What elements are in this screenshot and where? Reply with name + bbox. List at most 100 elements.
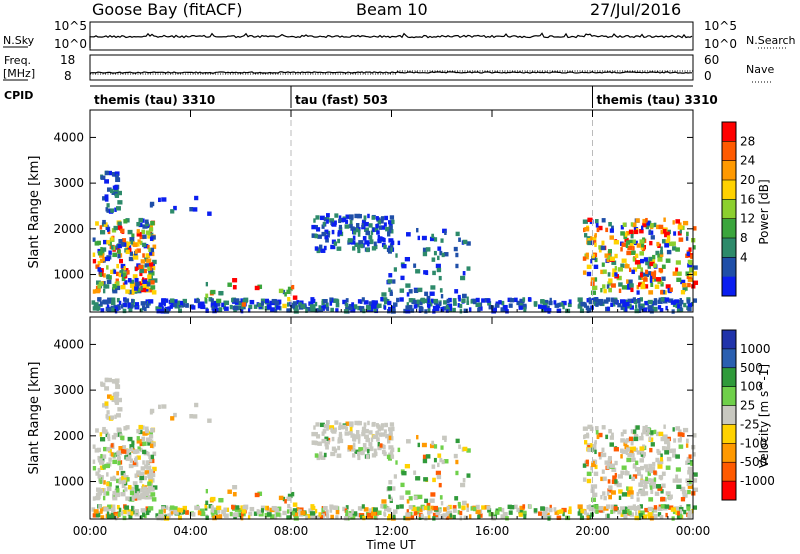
velocity-echo-cell (232, 492, 237, 497)
velocity-echo-cell (603, 506, 609, 511)
velocity-echo-cell (145, 428, 149, 434)
power-echo-cell (232, 278, 238, 283)
power-echo-cell (420, 306, 424, 312)
velocity-echo-cell (95, 512, 101, 518)
power-echo-cell (120, 284, 126, 290)
power-echo-cell (582, 270, 587, 275)
power-echo-cell (182, 298, 188, 304)
power-echo-cell (132, 274, 138, 279)
power-ylabel: Slant Range [km] (27, 156, 42, 269)
velocity-echo-cell (616, 482, 622, 488)
velocity-echo-cell (642, 429, 647, 435)
power-echo-cell (351, 302, 355, 307)
power-echo-cell (661, 289, 666, 295)
velocity-echo-cell (218, 514, 223, 519)
velocity-echo-cell (392, 486, 396, 491)
velocity-echo-cell (421, 442, 427, 448)
velocity-echo-cell (686, 438, 689, 444)
velocity-echo-cell (612, 475, 617, 480)
velocity-echo-cell (413, 511, 418, 516)
velocity-echo-cell (298, 509, 302, 514)
velocity-echo-cell (641, 450, 645, 455)
velocity-echo-cell (329, 504, 334, 509)
velocity-echo-cell (141, 512, 146, 517)
power-echo-cell (627, 298, 633, 304)
velocity-echo-cell (672, 478, 678, 483)
power-echo-cell (675, 247, 680, 252)
power-echo-cell (106, 208, 111, 213)
velocity-echo-cell (430, 492, 436, 497)
power-echo-cell (590, 236, 593, 241)
power-echo-cell (167, 306, 171, 311)
velocity-echo-cell (686, 506, 691, 511)
power-echo-cell (624, 307, 628, 312)
power-echo-cell (634, 260, 639, 265)
velocity-echo-cell (453, 508, 457, 513)
power-echo-cell (642, 218, 647, 224)
power-echo-cell (130, 304, 134, 309)
power-echo-cell (547, 309, 551, 314)
velocity-echo-cell (665, 512, 668, 518)
power-echo-cell (590, 259, 593, 264)
power-echo-cell (605, 227, 609, 233)
velocity-echo-cell (432, 512, 439, 518)
x-tick-label: 20:00 (575, 524, 610, 538)
velocity-echo-cell (97, 455, 101, 461)
power-echo-cell (194, 298, 197, 303)
power-echo-cell (266, 302, 271, 307)
power-echo-cell (518, 305, 523, 310)
velocity-echo-cell (158, 509, 163, 514)
power-echo-cell (419, 300, 423, 306)
power-echo-cell (416, 302, 420, 308)
power-echo-cell (142, 268, 147, 274)
velocity-echo-cell (632, 446, 636, 451)
velocity-echo-cell (590, 443, 593, 448)
velocity-echo-cell (600, 494, 603, 500)
velocity-echo-cell (431, 440, 435, 446)
velocity-echo-cell (466, 473, 471, 478)
power-echo-cell (657, 279, 663, 284)
power-echo-cell (389, 215, 395, 220)
velocity-echo-cell (144, 426, 149, 431)
power-echo-cell (127, 229, 133, 235)
power-echo-cell (601, 218, 606, 223)
velocity-echo-cell (134, 456, 138, 461)
velocity-echo-cell (376, 437, 380, 442)
velocity-echo-cell (210, 496, 216, 502)
colorbar-segment (722, 218, 736, 239)
power-echo-cell (429, 291, 435, 296)
velocity-echo-cell (590, 466, 593, 471)
power-echo-cell (640, 258, 645, 264)
power-echo-cell (392, 279, 396, 284)
power-echo-cell (156, 308, 162, 314)
power-echo-cell (150, 271, 155, 276)
velocity-echo-cell (458, 444, 461, 449)
power-echo-cell (468, 307, 472, 312)
velocity-echo-cell (445, 515, 449, 520)
power-echo-cell (665, 258, 671, 263)
velocity-echo-cell (142, 486, 148, 491)
velocity-echo-cell (325, 509, 329, 514)
power-echo-cell (568, 299, 572, 304)
power-echo-cell (337, 238, 341, 244)
power-echo-cell (326, 306, 330, 311)
y-tick-label: 3000 (53, 383, 84, 397)
velocity-echo-cell (387, 439, 391, 444)
velocity-echo-cell (640, 465, 645, 471)
velocity-echo-cell (240, 505, 245, 510)
velocity-echo-cell (623, 441, 628, 447)
power-echo-cell (357, 244, 361, 250)
power-echo-cell (95, 288, 100, 294)
velocity-echo-cell (316, 515, 321, 520)
power-echo-cell (541, 305, 547, 310)
power-echo-cell (635, 218, 640, 223)
power-echo-cell (331, 222, 337, 227)
velocity-echo-cell (360, 450, 364, 456)
velocity-echo-cell (357, 506, 362, 511)
power-echo-cell (641, 243, 645, 248)
velocity-echo-cell (672, 509, 676, 515)
power-echo-cell (606, 306, 610, 312)
velocity-echo-cell (149, 408, 155, 414)
station-title: Goose Bay (fitACF) (92, 0, 242, 19)
